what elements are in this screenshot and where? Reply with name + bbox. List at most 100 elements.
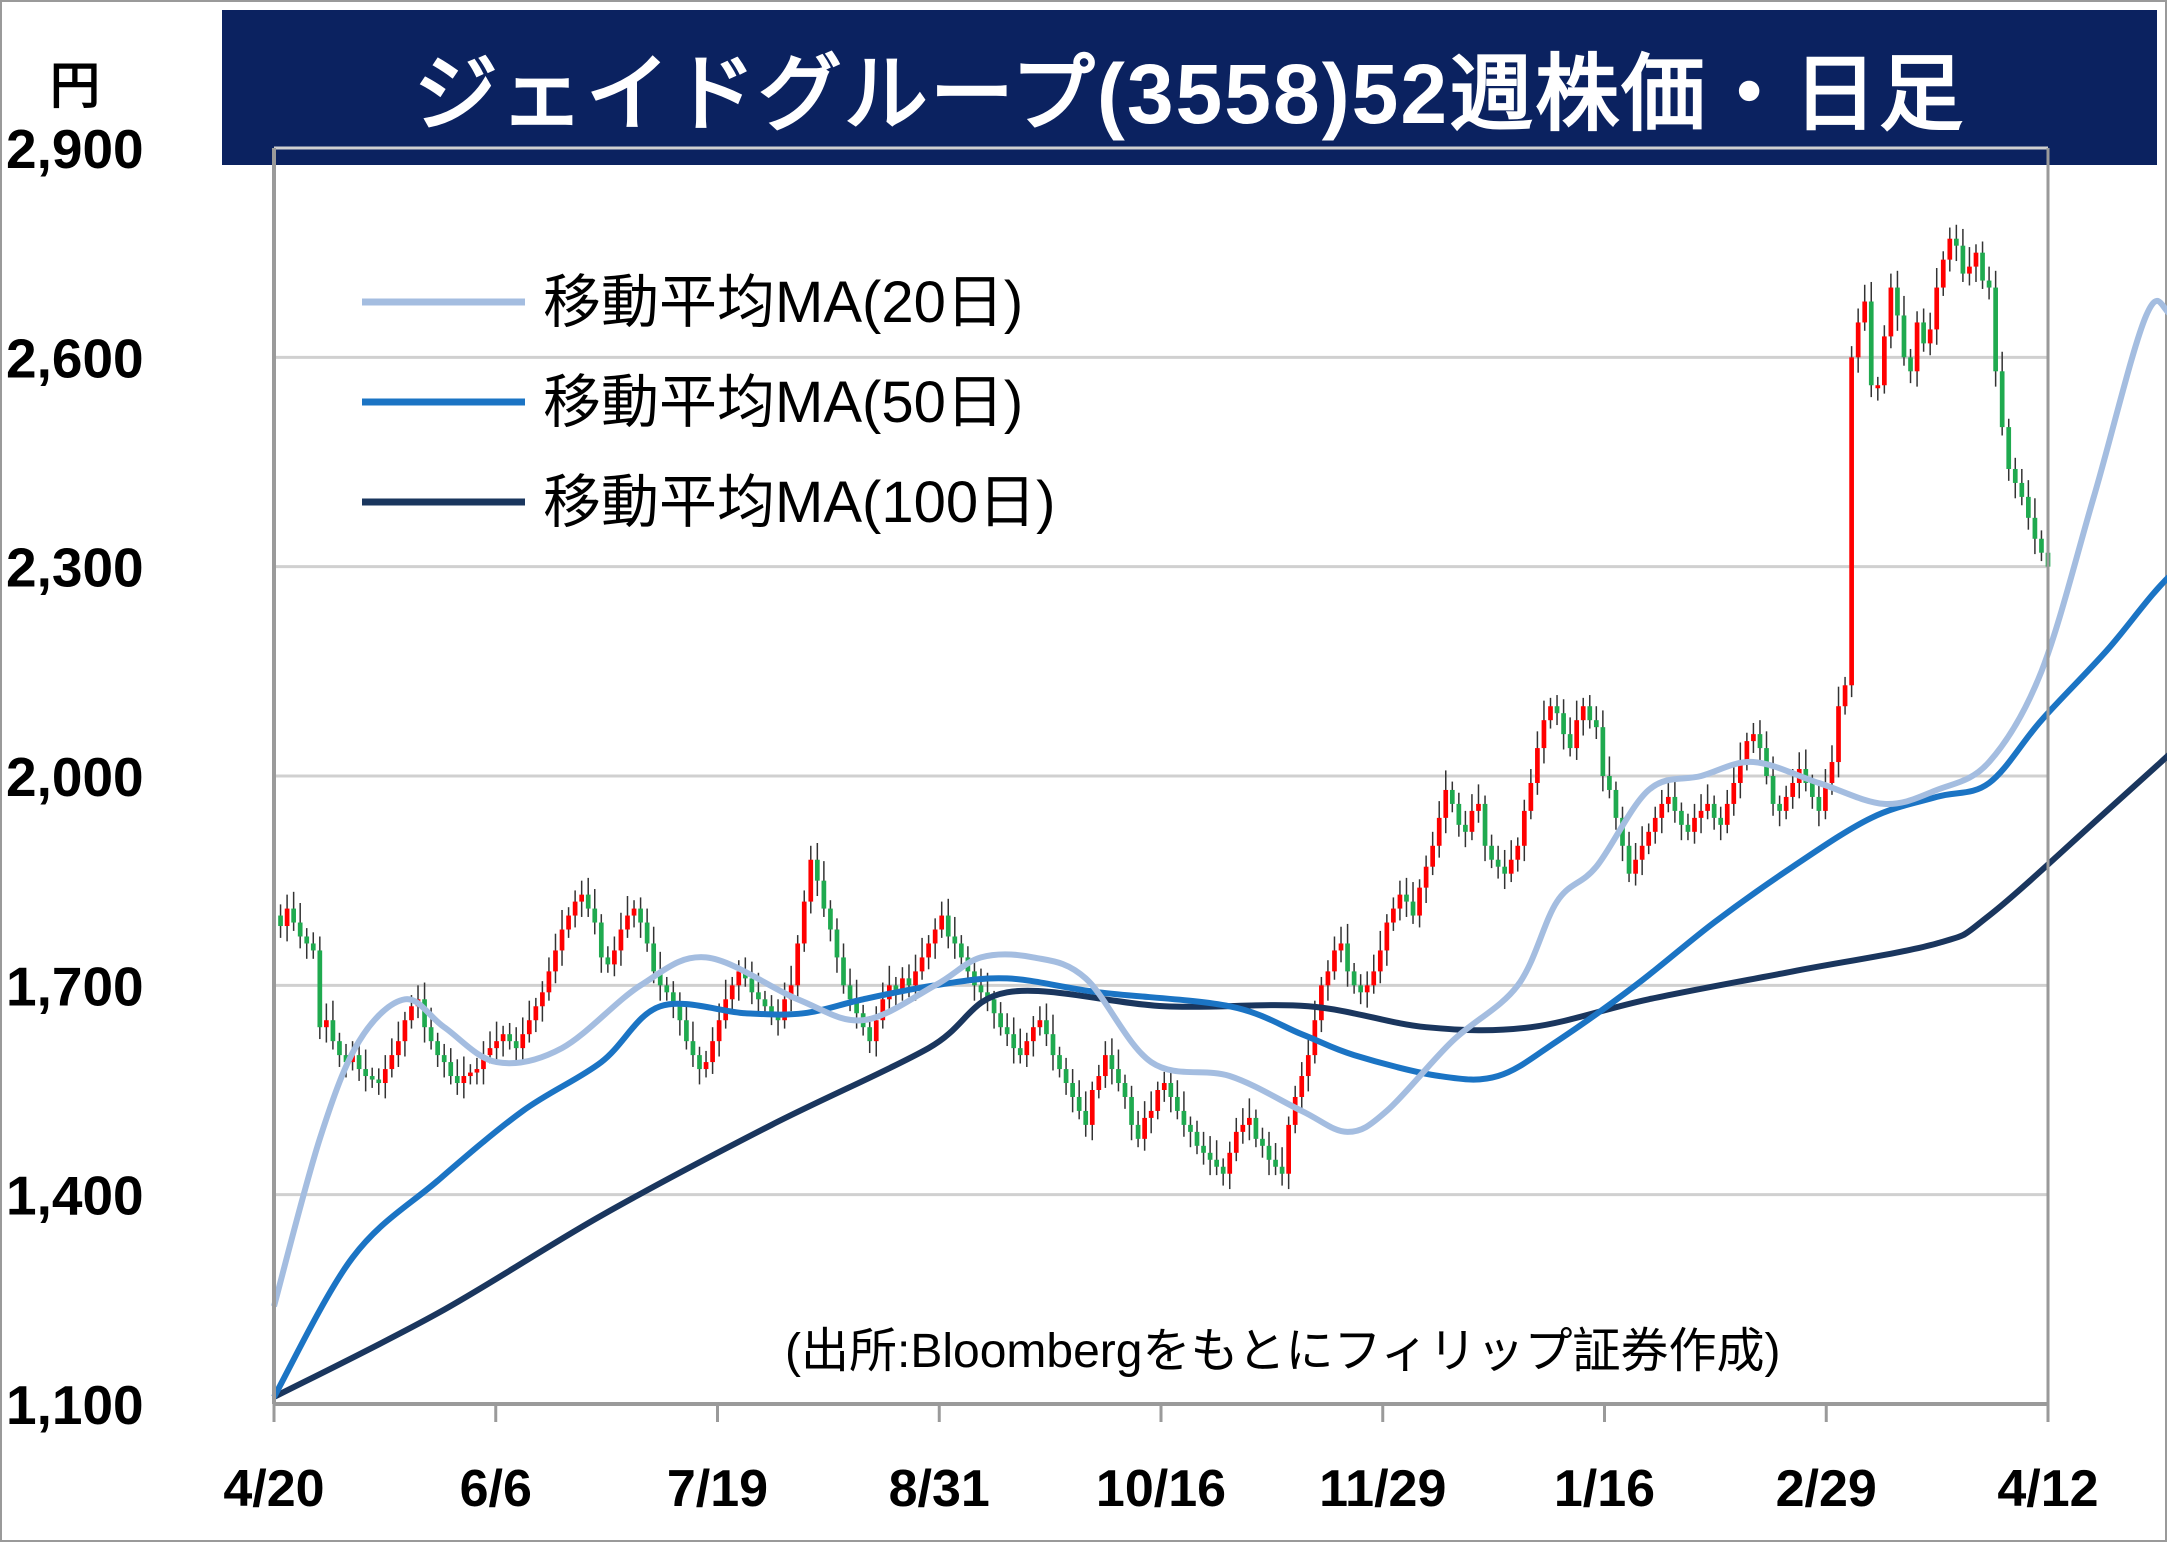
- candle-body: [1665, 796, 1671, 804]
- candle-body: [1541, 720, 1547, 749]
- candle-body: [1921, 322, 1926, 344]
- candle-body: [2012, 468, 2018, 483]
- candle-body: [1954, 238, 1959, 246]
- candle-body: [1410, 901, 1416, 916]
- candle-body: [310, 943, 316, 951]
- candle-body: [1188, 1124, 1193, 1132]
- candle-body: [873, 1020, 879, 1042]
- candle-body: [900, 978, 905, 993]
- candle-body: [1940, 259, 1946, 288]
- candle-body: [978, 985, 984, 993]
- candle-body: [1580, 706, 1586, 721]
- candle-body: [1161, 1083, 1167, 1090]
- candle-body: [1057, 1055, 1062, 1070]
- candle-body: [1790, 782, 1796, 797]
- candle-body: [343, 1055, 349, 1063]
- candle-body: [1305, 1055, 1311, 1077]
- candle-body: [1620, 817, 1625, 846]
- legend-label: 移動平均MA(20日): [543, 270, 1023, 335]
- candle-body: [1423, 866, 1429, 888]
- candle-body: [540, 992, 545, 1007]
- candle-body: [1626, 845, 1632, 874]
- candle-body: [1253, 1117, 1259, 1139]
- candle-body: [1515, 845, 1521, 860]
- candle-body: [2039, 538, 2044, 553]
- candle-body: [304, 936, 310, 944]
- candle-body: [1175, 1096, 1180, 1111]
- source-note: (出所:Bloombergをもとにフィリップ証券作成): [785, 1325, 1781, 1378]
- candle-body: [324, 1020, 329, 1028]
- candle-body: [1083, 1110, 1089, 1125]
- candle-body: [1751, 734, 1756, 742]
- candle-body: [1836, 706, 1841, 763]
- candle-body: [677, 1006, 683, 1021]
- candle-body: [1220, 1166, 1226, 1174]
- candle-body: [1639, 845, 1645, 860]
- candle-body: [638, 908, 643, 923]
- candle-body: [428, 1027, 434, 1042]
- candle-body: [1122, 1083, 1128, 1097]
- y-tick-labels: 1,100 1,400 1,700 2,000 2,300 2,600 2,900: [6, 118, 144, 1436]
- candle-body: [945, 915, 951, 937]
- candle-body: [801, 901, 807, 944]
- candle-body: [337, 1041, 342, 1056]
- candle-body: [1554, 706, 1560, 714]
- candle-body: [1593, 720, 1599, 728]
- candle-body: [382, 1069, 388, 1084]
- moving-average-lines: [271, 297, 2167, 1400]
- candle-body: [664, 985, 670, 993]
- candle-body: [1823, 782, 1828, 811]
- axes: [272, 148, 2050, 1406]
- y-tick-label: 2,600: [6, 327, 144, 389]
- legend: 移動平均MA(20日) 移動平均MA(50日) 移動平均MA(100日): [362, 270, 1055, 535]
- candle-body: [998, 1013, 1003, 1028]
- candle-body: [1986, 280, 1992, 288]
- candle-body: [605, 957, 611, 965]
- candle-body: [1993, 287, 1998, 372]
- candle-body: [1927, 329, 1933, 344]
- candle-body: [1181, 1110, 1187, 1125]
- candle-body: [1004, 1027, 1010, 1035]
- y-tick-label: 2,000: [6, 746, 144, 808]
- candle-body: [1214, 1159, 1219, 1167]
- candle-body: [1567, 734, 1573, 749]
- candle-body: [736, 971, 742, 986]
- candle-body: [1148, 1110, 1154, 1118]
- candle-body: [1809, 782, 1815, 797]
- candle-body: [1829, 762, 1835, 783]
- candle-body: [1436, 817, 1442, 846]
- candle-body: [507, 1034, 513, 1042]
- candle-body: [1692, 817, 1697, 832]
- candle-body: [657, 971, 663, 986]
- candle-body: [1521, 810, 1527, 846]
- candle-body: [520, 1034, 526, 1049]
- candle-body: [1914, 322, 1920, 372]
- candle-body: [795, 943, 801, 986]
- candle-body: [1711, 803, 1717, 818]
- candle-body: [389, 1055, 395, 1070]
- candle-body: [1901, 315, 1907, 358]
- candle-body: [841, 957, 846, 986]
- candle-body: [533, 1006, 539, 1021]
- candle-body: [1495, 859, 1501, 867]
- candle-body: [500, 1034, 506, 1042]
- x-tick-label: 10/16: [1096, 1460, 1226, 1518]
- candle-body: [2006, 427, 2012, 469]
- candle-body: [1744, 741, 1750, 763]
- candle-body: [1233, 1131, 1239, 1153]
- candle-body: [1718, 817, 1724, 825]
- candle-body: [2032, 517, 2038, 539]
- candle-body: [729, 985, 735, 1000]
- candle-body: [284, 908, 290, 927]
- candle-body: [1384, 922, 1390, 951]
- candle-body: [834, 929, 840, 958]
- grid-lines: [274, 146, 2048, 1197]
- candle-body: [1737, 762, 1743, 783]
- candle-body: [1816, 796, 1822, 811]
- x-tick-label: 11/29: [1319, 1460, 1446, 1518]
- candle-body: [291, 908, 296, 923]
- candle-body: [1247, 1117, 1252, 1125]
- candle-body: [684, 1020, 689, 1042]
- ma50-line: [271, 574, 2167, 1399]
- candle-body: [1044, 1020, 1049, 1035]
